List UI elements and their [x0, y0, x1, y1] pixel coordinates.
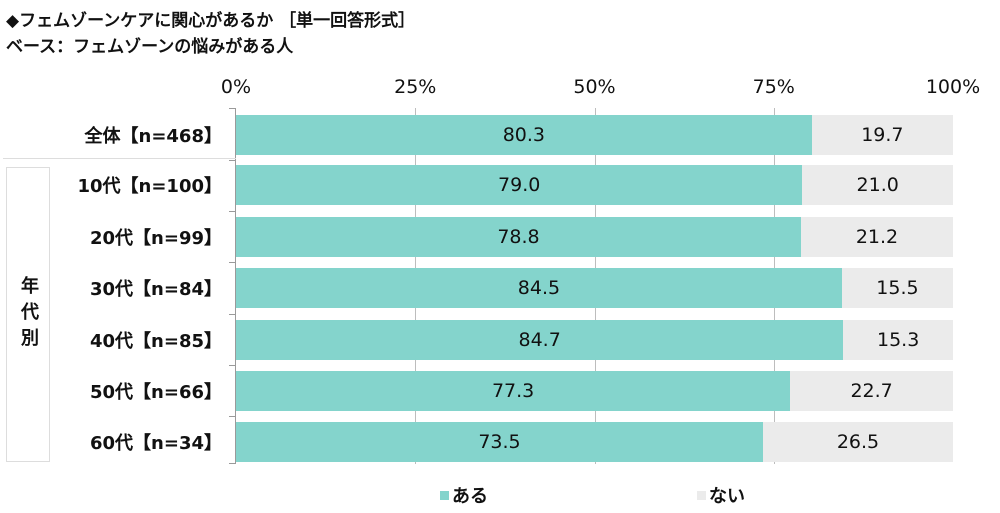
y-axis-tick — [229, 211, 235, 212]
category-label: 30代【n=84】 — [90, 279, 222, 300]
data-label: 22.7 — [850, 380, 893, 402]
category-label: 10代【n=100】 — [77, 176, 222, 197]
bar-segment-aru: 78.8 — [236, 217, 801, 257]
y-axis-tick — [229, 365, 235, 366]
bar-segment-nai: 21.0 — [802, 165, 953, 205]
group-box: 年代別 — [6, 167, 50, 462]
category-label: 50代【n=66】 — [90, 382, 222, 403]
bar-segment-aru: 79.0 — [236, 165, 803, 205]
group-separator — [3, 158, 236, 159]
category-label: 40代【n=85】 — [90, 331, 222, 352]
x-tick-label: 50% — [573, 76, 616, 98]
data-label: 21.0 — [856, 174, 899, 196]
x-tick-label: 0% — [220, 76, 252, 98]
bar-segment-aru: 84.7 — [236, 320, 844, 360]
y-axis-tick — [229, 108, 235, 109]
category-label: 60代【n=34】 — [90, 433, 222, 454]
x-tick-label: 100% — [925, 76, 981, 98]
bar-segment-aru: 84.5 — [236, 268, 842, 308]
data-label: 19.7 — [861, 124, 904, 146]
bar-segment-nai: 26.5 — [762, 422, 953, 462]
chart-subtitle: ベース：フェムゾーンの悩みがある人 — [6, 37, 294, 57]
data-label: 15.3 — [876, 329, 920, 351]
bar-segment-nai: 15.5 — [841, 268, 953, 308]
data-label: 21.2 — [855, 226, 899, 248]
x-tick-label: 75% — [752, 76, 795, 98]
legend-swatch — [440, 490, 449, 500]
y-axis-tick — [229, 416, 235, 417]
chart-title: ◆フェムゾーンケアに関心があるか ［単一回答形式］ — [6, 11, 416, 31]
data-label: 79.0 — [498, 174, 541, 196]
bar-segment-nai: 15.3 — [843, 320, 953, 360]
bar-segment-nai: 19.7 — [811, 115, 953, 155]
data-label: 84.7 — [518, 329, 561, 351]
bar-segment-aru: 80.3 — [236, 115, 812, 155]
y-axis-tick — [229, 314, 235, 315]
data-label: 15.5 — [876, 277, 919, 299]
y-axis-tick — [229, 262, 235, 263]
data-label: 80.3 — [502, 124, 546, 146]
legend-item-nai: ない — [697, 482, 745, 508]
group-label: 年代別 — [18, 275, 39, 354]
category-label: 20代【n=99】 — [90, 228, 222, 249]
bar-segment-aru: 77.3 — [236, 371, 791, 411]
data-label: 73.5 — [478, 431, 521, 453]
legend-label: ない — [709, 486, 745, 507]
y-axis-line — [235, 108, 236, 464]
data-label: 84.5 — [517, 277, 561, 299]
legend-item-aru: ある — [440, 482, 488, 508]
legend-swatch — [697, 490, 706, 500]
data-label: 78.8 — [497, 226, 540, 248]
y-axis-tick — [229, 463, 235, 464]
data-label: 26.5 — [836, 431, 880, 453]
bar-segment-nai: 21.2 — [800, 217, 953, 257]
legend-label: ある — [452, 486, 488, 507]
bar-segment-aru: 73.5 — [236, 422, 763, 462]
category-label: 全体【n=468】 — [84, 126, 222, 147]
bar-segment-nai: 22.7 — [790, 371, 953, 411]
data-label: 77.3 — [491, 380, 535, 402]
x-tick-label: 25% — [394, 76, 437, 98]
y-axis-tick — [229, 160, 235, 161]
